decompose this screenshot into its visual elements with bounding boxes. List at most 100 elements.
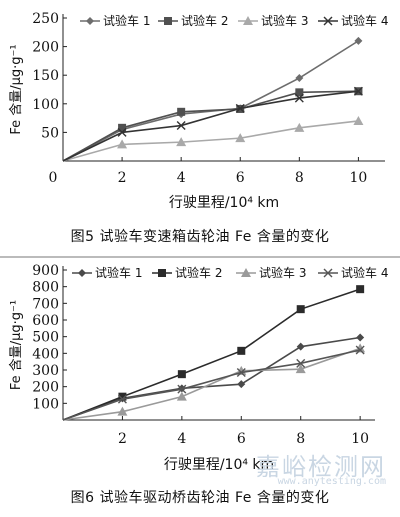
c2-xtick-label-1: 4 (177, 431, 186, 447)
c2-series-2-point-3 (237, 346, 246, 355)
c1-series-3 (62, 115, 364, 162)
c1-series-2-point-2 (177, 107, 186, 116)
c1-legend-marker-4-b (323, 16, 333, 26)
c2-legend-marker-2 (158, 269, 166, 277)
c1-x-title: 行驶里程/10⁴ km (169, 195, 279, 211)
c2-series-3-line (62, 347, 361, 421)
c2-x-title: 行驶里程/10⁴ km (164, 457, 274, 473)
c1-series-4-point-1-b (117, 127, 127, 137)
c2-series-4-point-1 (117, 394, 127, 404)
c2-ytick-label-7: 800 (32, 280, 59, 296)
c2-series-4 (62, 345, 365, 421)
c1-y-title: Fe 含量/μg·g⁻¹ (8, 44, 24, 134)
c1-series-2-point-1 (118, 123, 127, 132)
c2-series-2 (62, 285, 365, 421)
c2-series-4-point-2 (177, 384, 187, 394)
c2-legend-label-3: 试验车 3 (259, 265, 306, 280)
watermark-url: www.anytesting.com (277, 476, 386, 487)
c1-legend: 试验车 1 试验车 2 试验车 3 试验车 4 (80, 13, 388, 28)
c1-series-4-point-5 (353, 86, 363, 96)
c1-legend-marker-3 (243, 16, 253, 25)
c2-series-3-point-1 (117, 406, 128, 416)
c1-ytick-label-0: 50 (41, 125, 59, 141)
c2-series-3 (62, 343, 366, 421)
c2-series-1-point-4 (296, 342, 305, 351)
c1-legend-marker-4 (323, 16, 333, 26)
c1-legend-label-2: 试验车 2 (181, 13, 228, 28)
c2-series-4-point-5-b (355, 345, 365, 355)
c1-series-4 (62, 86, 363, 162)
c1-ytick-label-2: 150 (32, 68, 59, 84)
c1-series-4-point-3-b (235, 103, 245, 113)
c2-series-2-line (62, 288, 361, 421)
c2-ytick-label-0: 100 (32, 396, 59, 412)
c2-xtick-label-3: 8 (296, 431, 305, 447)
c1-legend-label-3: 试验车 3 (261, 13, 308, 28)
c2-series-4-point-5 (355, 345, 365, 355)
c2-ytick-label-6: 700 (32, 296, 59, 312)
c2-series-2-point-5 (356, 285, 365, 294)
c2-series-4-point-4 (296, 358, 306, 368)
c1-xtick-label-0: 0 (49, 170, 58, 186)
c1-series-4-point-2 (176, 121, 186, 131)
c1-series-2-line (62, 90, 359, 162)
c1-series-3-point-5 (353, 115, 364, 125)
c2-series-4-point-3 (236, 368, 246, 377)
c1-series-1 (62, 36, 363, 162)
c2-legend-label-2: 试验车 2 (175, 265, 222, 280)
c1-xtick-label-5: 10 (349, 170, 367, 186)
c2-legend-label-1: 试验车 1 (95, 265, 142, 280)
figure-2: 100 200 300 400 500 600 700 800 900 2 4 6 8 10 行驶里程/10… (0, 258, 400, 517)
c2-legend-marker-4 (323, 268, 333, 278)
c2-series-4-point-3-b (236, 368, 246, 377)
c1-ytick-label-1: 100 (32, 97, 59, 113)
c2-series-4-point-1-b (117, 394, 127, 404)
c1-series-1-point-5 (354, 36, 363, 45)
c2-y-title: Fe 含量/μg·g⁻¹ (8, 300, 24, 390)
c1-series-4-point-2-b (176, 121, 186, 131)
c1-ytick-label-4: 250 (32, 11, 59, 27)
c1-series-3-point-2 (176, 137, 187, 147)
c2-series-2-point-1 (118, 392, 127, 401)
c1-series-2 (62, 87, 363, 162)
c2-series-3-point-4 (295, 364, 306, 374)
c2-ytick-label-8: 900 (32, 263, 59, 279)
c1-xtick-label-4: 8 (295, 170, 304, 186)
c2-series-2-point-2 (177, 370, 186, 379)
c2-legend-marker-1 (78, 269, 86, 277)
c1-legend-label-4: 试验车 4 (341, 13, 388, 28)
c1-axes: 50 100 150 200 250 0 2 4 6 8 10 行驶里程/10⁴ km Fe 含量/μg… (8, 11, 385, 211)
c2-series-1-point-5 (356, 333, 365, 342)
c1-series-3-point-4 (294, 122, 305, 132)
c2-ytick-label-3: 400 (32, 346, 59, 362)
c1-xtick-label-1: 2 (118, 170, 127, 186)
c2-xtick-label-2: 6 (237, 431, 246, 447)
c1-xtick-label-2: 4 (177, 170, 186, 186)
c2-legend: 试验车 1 试验车 2 试验车 3 试验车 4 (72, 265, 388, 280)
c2-series-1-line (62, 336, 361, 421)
figure-1: 50 100 150 200 250 0 2 4 6 8 10 行驶里程/10⁴ km Fe 含量/μg… (0, 0, 400, 256)
c2-xtick-label-0: 2 (118, 431, 127, 447)
c2-ytick-label-4: 500 (32, 330, 59, 346)
c2-series-1-point-3 (237, 380, 246, 389)
c2-series-3-point-2 (176, 391, 187, 401)
c1-xtick-label-3: 6 (236, 170, 245, 186)
chart-1: 50 100 150 200 250 0 2 4 6 8 10 行驶里程/10⁴ km Fe 含量/μg… (8, 11, 388, 211)
c1-series-2-point-4 (295, 88, 304, 97)
c1-legend-marker-2 (164, 17, 172, 25)
watermark-logo: 嘉峪检测网 (256, 453, 386, 481)
c2-series-4-line (62, 349, 361, 421)
c1-series-4-point-4-b (294, 93, 304, 103)
c1-legend-marker-1 (86, 17, 94, 25)
c2-legend-label-4: 试验车 4 (341, 265, 388, 280)
caption-1: 图5 试验车变速箱齿轮油 Fe 含量的变化 (70, 229, 330, 245)
c1-series-1-point-4 (295, 74, 304, 83)
c1-series-3-line (62, 120, 359, 162)
c1-series-1-line (62, 40, 359, 162)
c1-series-3-point-3 (235, 133, 246, 143)
c1-ytick-label-3: 200 (32, 40, 59, 56)
c2-series-4-point-2-b (177, 384, 187, 394)
c2-series-1 (62, 333, 365, 421)
